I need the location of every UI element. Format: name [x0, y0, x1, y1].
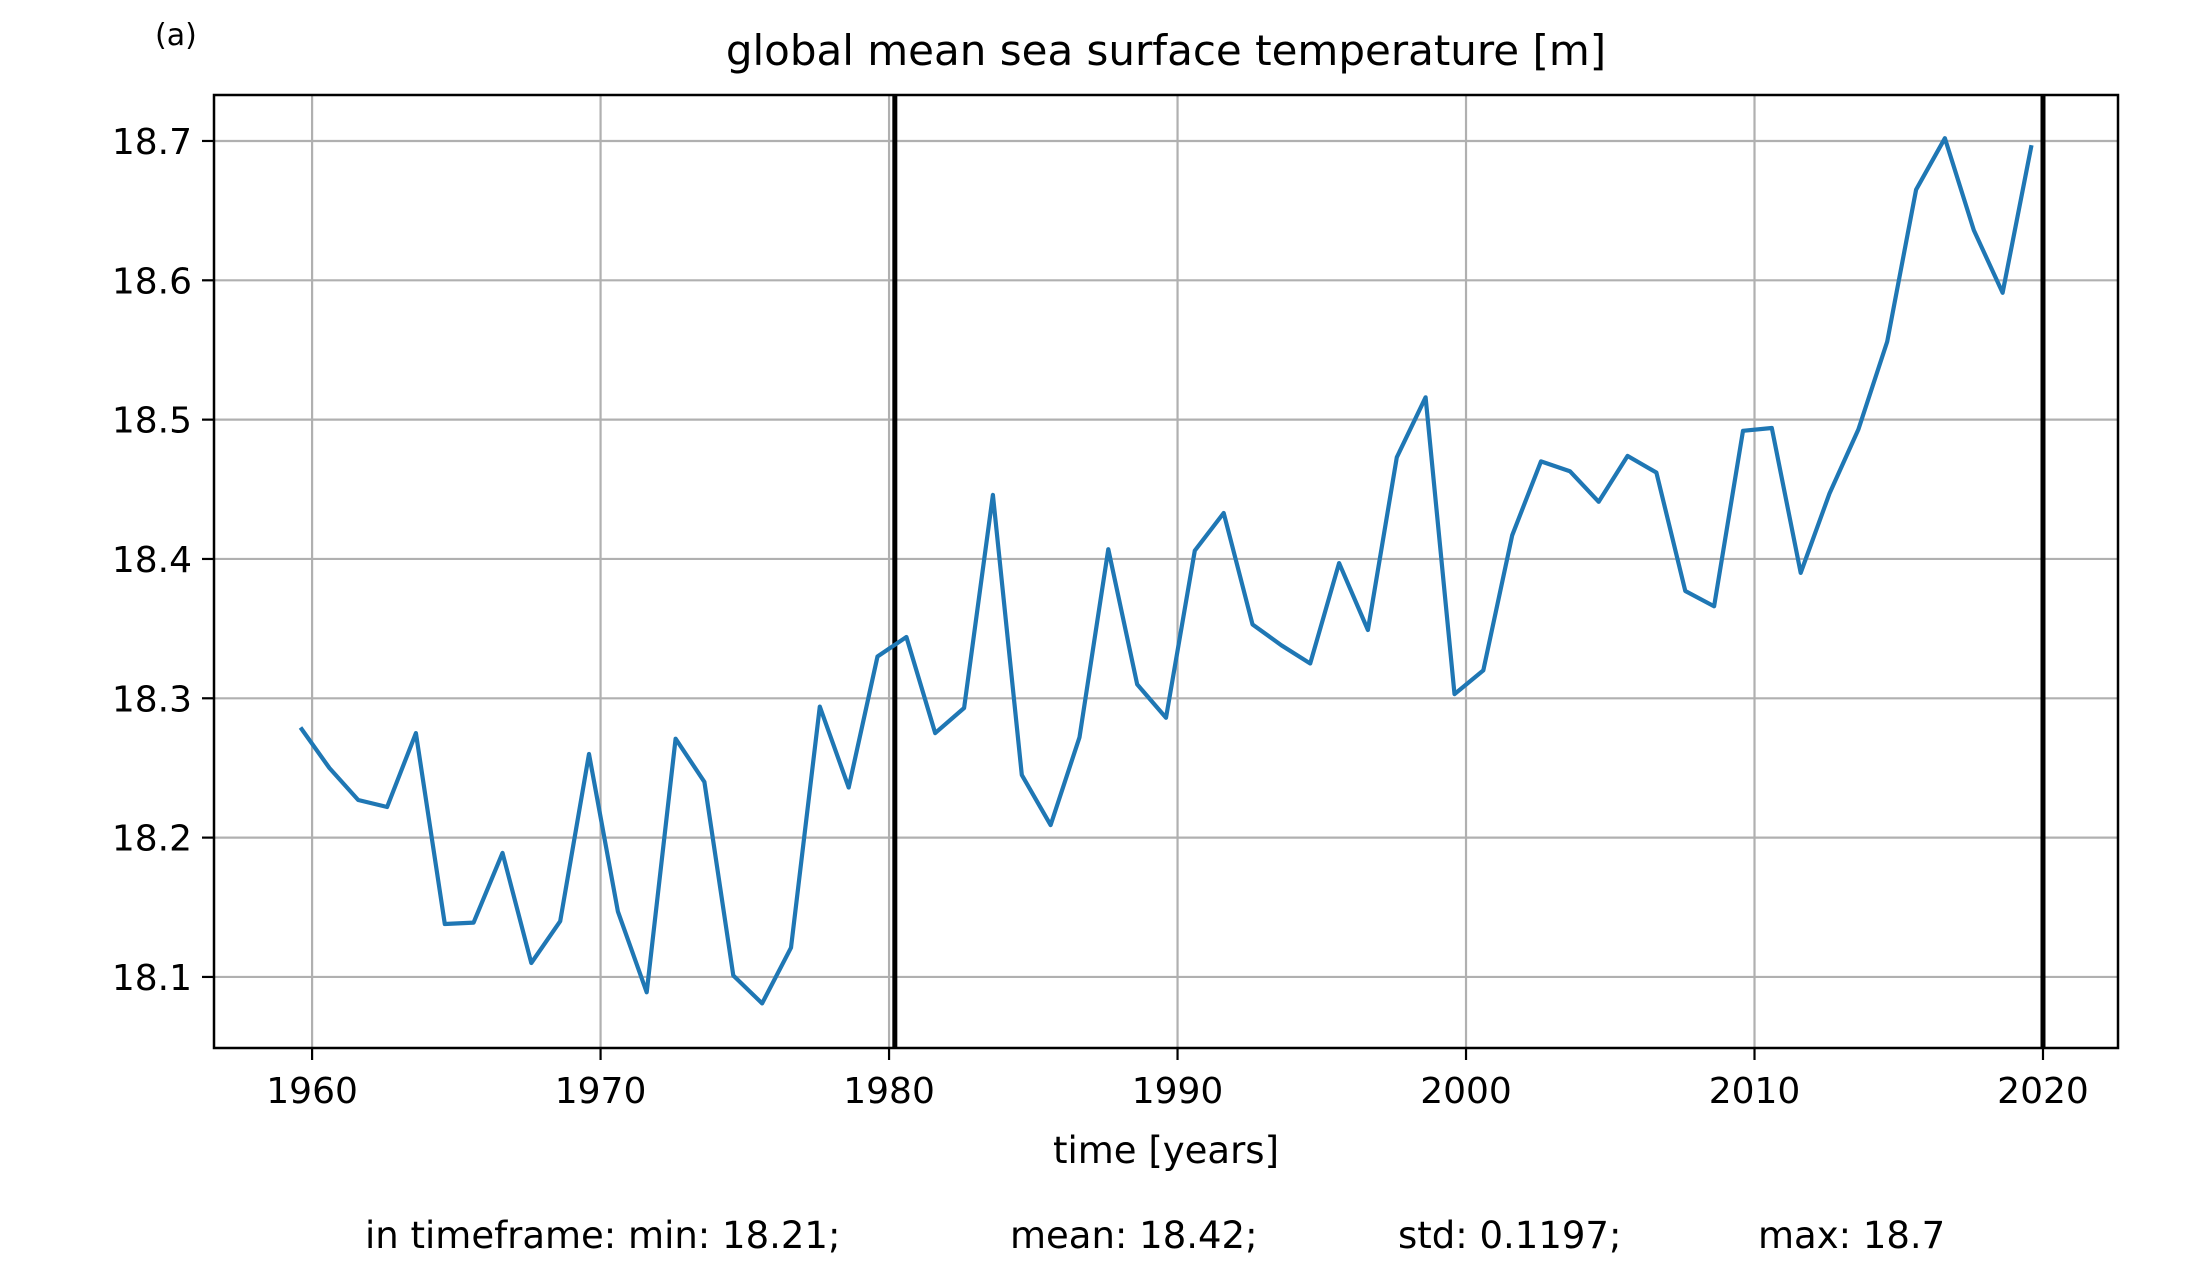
- data-point: [558, 919, 562, 923]
- data-point: [414, 731, 418, 735]
- data-point: [299, 726, 303, 730]
- data-point: [991, 493, 995, 497]
- data-point: [731, 974, 735, 978]
- data-point: [1741, 429, 1745, 433]
- x-tick-label: 1960: [266, 1071, 358, 1112]
- data-point: [1828, 492, 1832, 496]
- y-tick-label: 18.4: [112, 540, 192, 581]
- data-point: [529, 961, 533, 965]
- data-point: [587, 752, 591, 756]
- data-point: [443, 922, 447, 926]
- data-point: [1308, 662, 1312, 666]
- grid: [214, 95, 2118, 1048]
- stat-std: std: 0.1197;: [1398, 1214, 1621, 1257]
- data-point: [847, 786, 851, 790]
- data-point: [1539, 459, 1543, 463]
- data-point: [1222, 511, 1226, 515]
- data-point: [1972, 228, 1976, 232]
- axis-ticks: 1960 1970 1980 1990 2000 2010 2020 18.1 18.2 18.3…: [112, 122, 2089, 1112]
- data-point: [674, 737, 678, 741]
- reference-lines: [892, 95, 2046, 1048]
- data-point: [327, 766, 331, 770]
- y-tick-label: 18.6: [112, 261, 192, 302]
- data-point: [1424, 395, 1428, 399]
- data-point: [472, 921, 476, 925]
- data-point: [760, 1001, 764, 1005]
- data-point: [1164, 716, 1168, 720]
- x-tick-label: 2010: [1709, 1071, 1801, 1112]
- data-point: [1770, 426, 1774, 430]
- data-point: [1856, 427, 1860, 431]
- y-tick-label: 18.5: [112, 401, 192, 442]
- data-point: [818, 705, 822, 709]
- series-line: [298, 136, 2034, 1006]
- data-point: [904, 635, 908, 639]
- data-point: [1279, 643, 1283, 647]
- data-point: [616, 910, 620, 914]
- data-point: [962, 706, 966, 710]
- data-point: [933, 731, 937, 735]
- data-point: [702, 780, 706, 784]
- stat-max: max: 18.7: [1758, 1214, 1945, 1257]
- x-tick-label: 2000: [1420, 1071, 1512, 1112]
- data-point: [1020, 773, 1024, 777]
- data-point: [385, 805, 389, 809]
- x-tick-label: 1980: [843, 1071, 935, 1112]
- data-point: [1510, 533, 1514, 537]
- data-point: [876, 655, 880, 659]
- data-point: [789, 946, 793, 950]
- data-point: [1049, 823, 1053, 827]
- data-point: [2001, 291, 2005, 295]
- plot-frame: [212, 93, 2120, 1050]
- data-point: [1251, 622, 1255, 626]
- data-point: [1943, 136, 1947, 140]
- data-point: [1683, 589, 1687, 593]
- y-tick-label: 18.7: [112, 122, 192, 163]
- data-point: [1712, 604, 1716, 608]
- data-point: [1078, 735, 1082, 739]
- panel-label: (a): [155, 18, 197, 53]
- stat-mean: mean: 18.42;: [1010, 1214, 1258, 1257]
- data-point: [1366, 628, 1370, 632]
- data-point: [1337, 561, 1341, 565]
- y-tick-label: 18.1: [112, 958, 192, 999]
- data-point: [1453, 692, 1457, 696]
- data-point: [1799, 571, 1803, 575]
- x-tick-label: 1990: [1132, 1071, 1224, 1112]
- data-point: [1106, 547, 1110, 551]
- y-tick-label: 18.2: [112, 819, 192, 860]
- stat-min: in timeframe: min: 18.21;: [365, 1214, 840, 1257]
- data-point: [1193, 549, 1197, 553]
- data-point: [1885, 340, 1889, 344]
- x-tick-label: 2020: [1997, 1071, 2089, 1112]
- data-point: [501, 851, 505, 855]
- data-point: [645, 990, 649, 994]
- data-point: [1654, 471, 1658, 475]
- chart-title: global mean sea surface temperature [m]: [726, 26, 1606, 75]
- data-point: [1568, 469, 1572, 473]
- data-point: [2030, 143, 2034, 147]
- data-point: [1626, 454, 1630, 458]
- data-point: [1481, 668, 1485, 672]
- data-point: [1135, 682, 1139, 686]
- y-tick-label: 18.3: [112, 679, 192, 720]
- data-point: [356, 798, 360, 802]
- x-tick-label: 1970: [555, 1071, 647, 1112]
- series-layer: [298, 136, 2034, 1006]
- data-point: [1597, 500, 1601, 504]
- data-point: [1914, 188, 1918, 192]
- x-axis-label: time [years]: [1053, 1129, 1279, 1172]
- data-point: [1395, 455, 1399, 459]
